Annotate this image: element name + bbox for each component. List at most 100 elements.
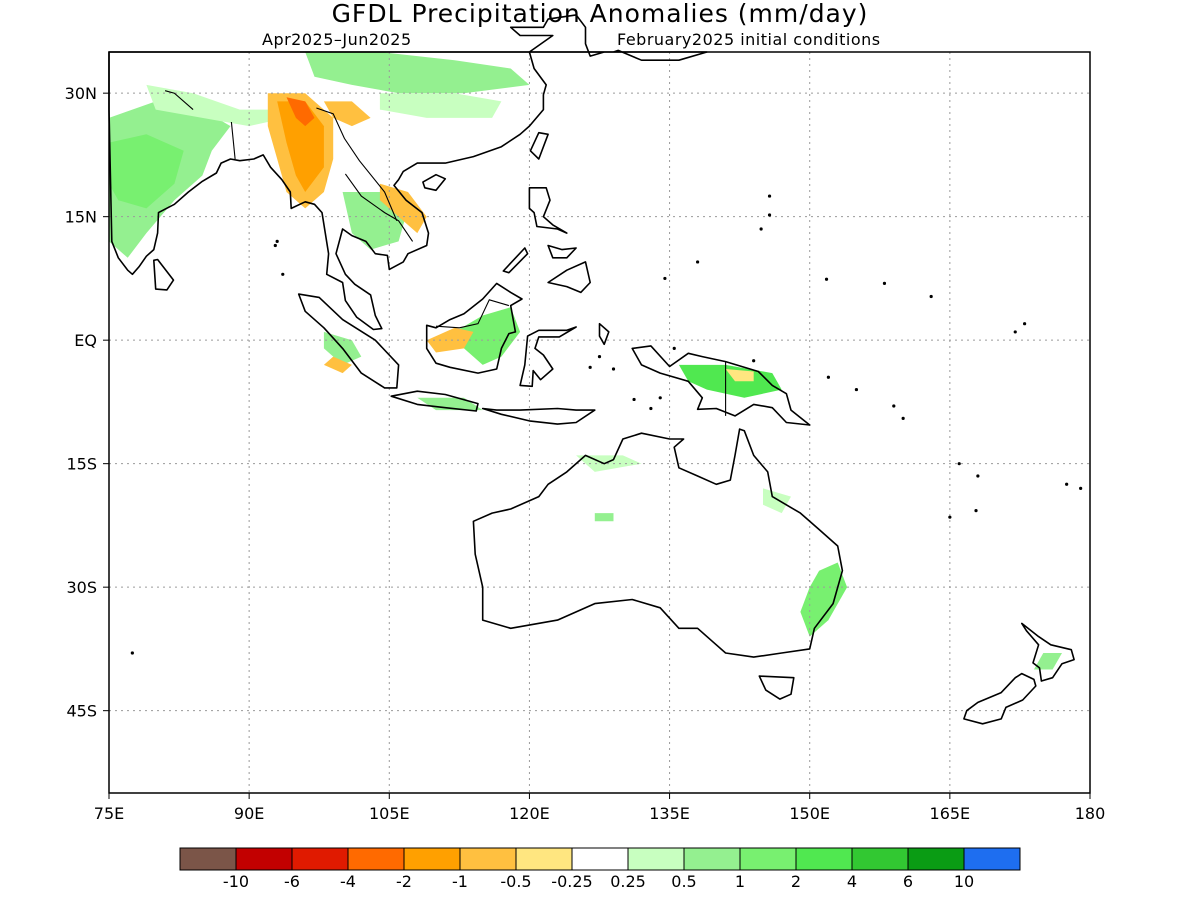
coastline-mindanao <box>547 261 592 294</box>
colorbar-label: -2 <box>396 872 412 891</box>
lat-tick-label: 45S <box>66 702 97 721</box>
anomaly-borneo-wet <box>454 307 521 365</box>
small-island <box>649 406 653 411</box>
coastlines <box>108 14 1083 725</box>
coastline-halmahera <box>598 322 610 346</box>
anomaly-yunnan-dry <box>323 101 371 127</box>
colorbar-swatch <box>571 847 629 871</box>
coastline-luzon <box>528 187 568 234</box>
anomaly-new-guinea-wet <box>678 364 782 398</box>
initial-conditions: February2025 initial conditions <box>617 30 881 49</box>
small-island <box>974 508 978 513</box>
small-island <box>892 404 896 408</box>
colorbar-label: 0.25 <box>610 872 646 891</box>
colorbar-label: -4 <box>340 872 356 891</box>
lon-tick-label: 180 <box>1075 804 1106 823</box>
colorbar-label: 2 <box>791 872 801 891</box>
colorbar-label: -6 <box>284 872 300 891</box>
small-island <box>597 355 602 359</box>
political-border <box>344 173 414 242</box>
small-island <box>281 272 285 276</box>
coastline-sulawesi <box>519 326 577 388</box>
anomaly-tibet-wet-pale <box>379 93 502 118</box>
anomaly-new-guinea-dry <box>725 369 754 382</box>
coastline-australia <box>472 428 844 658</box>
political-border <box>230 121 236 160</box>
lon-tick-label: 135E <box>649 804 690 823</box>
coastline-mainland <box>108 14 708 331</box>
colorbar-swatch <box>739 847 797 871</box>
lon-tick-label: 105E <box>369 804 410 823</box>
anomaly-himalaya-wet <box>146 84 287 127</box>
political-border <box>164 90 194 111</box>
lat-tick-label: 30S <box>66 578 97 597</box>
axis-ticks: 75E 90E 105E 120E 135E 150E 165E 180 30N 15N EQ 15S… <box>65 84 1106 823</box>
colorbar-label: -1 <box>452 872 468 891</box>
anomaly-e-australia-wet <box>800 562 848 637</box>
colorbar-swatch <box>907 847 965 871</box>
anomaly-tibet-wet <box>305 52 530 94</box>
small-island <box>957 462 961 466</box>
anomaly-aus-interior-wet <box>594 513 614 522</box>
small-island <box>767 213 772 217</box>
coastline-nz-south <box>963 672 1037 725</box>
small-island <box>882 281 887 285</box>
anomaly-sumatra-dry <box>323 356 352 374</box>
figure-title: GFDL Precipitation Anomalies (mm/day) <box>332 0 869 28</box>
anomaly-layer <box>109 52 1062 670</box>
lon-tick-label: 150E <box>789 804 830 823</box>
small-island <box>824 277 829 281</box>
lon-tick-label: 90E <box>234 804 264 823</box>
coastline-nz-north <box>1020 622 1075 682</box>
colorbar-swatch <box>683 847 741 871</box>
colorbar-label: -0.5 <box>500 872 531 891</box>
map-frame <box>108 51 1091 794</box>
political-border <box>316 107 398 222</box>
coastline-sri-lanka <box>153 258 175 291</box>
coastline-visayas <box>547 244 577 259</box>
coastline-sumatra <box>297 293 400 389</box>
colorbar-swatch <box>851 847 909 871</box>
colorbar-swatch <box>291 847 349 871</box>
small-island <box>1013 330 1017 334</box>
anomaly-myanmar-dry-3 <box>286 97 315 127</box>
small-island <box>854 387 859 392</box>
anomaly-myanmar-dry-2 <box>277 101 324 192</box>
colorbar-swatch <box>347 847 405 871</box>
forecast-period: Apr2025–Jun2025 <box>262 30 412 49</box>
small-island <box>663 276 667 281</box>
coastline-tasmania <box>758 675 795 700</box>
coastline-palawan <box>502 247 529 274</box>
colorbar-swatch <box>235 847 293 871</box>
colorbar-label: 1 <box>735 872 745 891</box>
small-island <box>759 227 763 231</box>
small-island <box>1079 486 1083 490</box>
colorbar-label: 6 <box>903 872 913 891</box>
colorbar-swatch <box>515 847 573 871</box>
anomaly-borneo-dry <box>426 327 474 353</box>
small-island <box>696 260 700 264</box>
lon-tick-label: 165E <box>930 804 971 823</box>
colorbar-label: 0.5 <box>671 872 696 891</box>
coastline-taiwan <box>529 131 549 160</box>
map-plot-area: 75E 90E 105E 120E 135E 150E 165E 180 30N 15N EQ 15S… <box>65 14 1106 823</box>
small-island <box>929 294 933 299</box>
lon-tick-label: 120E <box>509 804 550 823</box>
lon-tick-label: 75E <box>94 804 124 823</box>
small-island <box>588 365 592 369</box>
colorbar-swatch <box>179 847 237 871</box>
coastline-hainan <box>422 173 447 192</box>
lat-tick-label: 15N <box>65 208 97 227</box>
small-island <box>752 359 756 363</box>
lat-tick-label: 15S <box>66 455 97 474</box>
small-island <box>826 375 831 379</box>
coastline-java <box>390 390 479 412</box>
colorbar-label: 4 <box>847 872 857 891</box>
colorbar-swatch <box>403 847 461 871</box>
graticule <box>109 52 1090 793</box>
small-island <box>130 651 134 655</box>
anomaly-nz-wet <box>1033 653 1062 670</box>
small-island <box>658 396 662 400</box>
small-island <box>948 515 952 519</box>
